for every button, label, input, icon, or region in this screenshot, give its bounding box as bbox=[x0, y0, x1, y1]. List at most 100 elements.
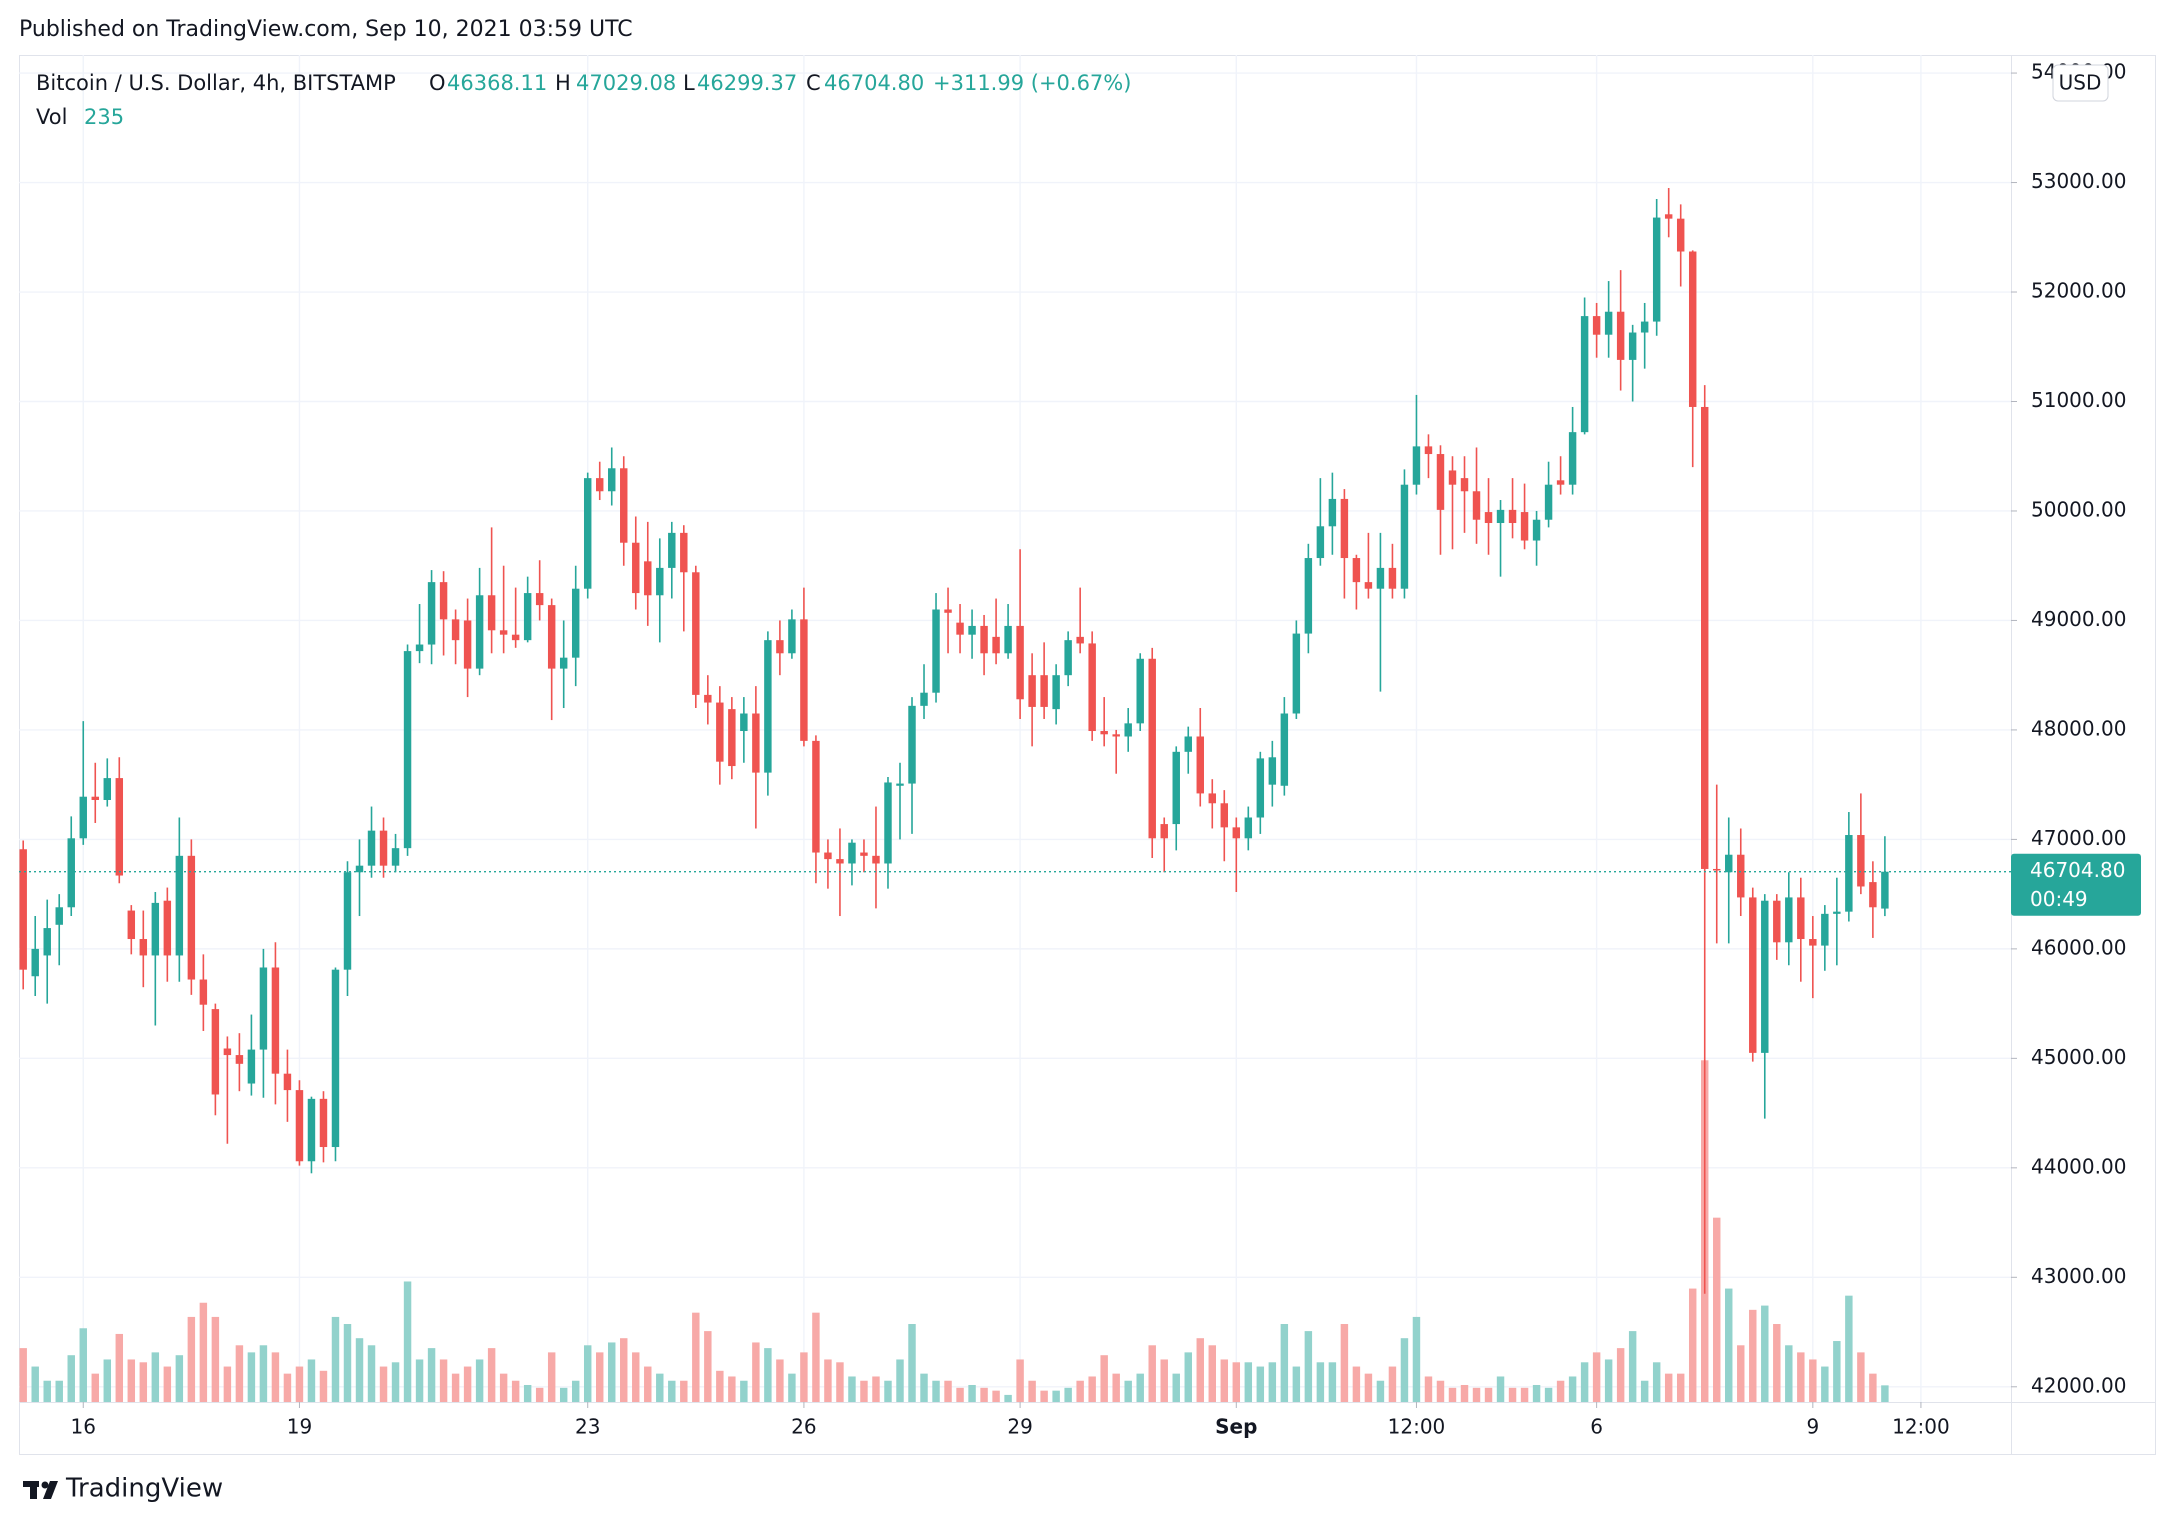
volume-bar bbox=[163, 1366, 172, 1402]
candle-body bbox=[1664, 214, 1673, 219]
volume-bar bbox=[1664, 1373, 1673, 1402]
volume-bar bbox=[1809, 1359, 1817, 1402]
volume-bar bbox=[487, 1348, 496, 1402]
x-tick-label: 19 bbox=[287, 1415, 312, 1439]
candle-body bbox=[403, 651, 412, 849]
volume-bar bbox=[523, 1384, 532, 1402]
candle-body bbox=[932, 609, 940, 693]
y-tick-label: 42000.00 bbox=[2031, 1373, 2126, 1397]
volume-bar bbox=[211, 1316, 220, 1402]
candle-body bbox=[1845, 835, 1853, 912]
candle-body bbox=[523, 593, 532, 641]
volume-bar bbox=[1568, 1376, 1577, 1402]
candle-body bbox=[1340, 498, 1349, 559]
volume-bar bbox=[1592, 1352, 1601, 1402]
x-tick-label: 12:00 bbox=[1892, 1415, 1950, 1439]
volume-bar bbox=[1676, 1373, 1685, 1402]
volume-bar bbox=[812, 1312, 820, 1402]
candle-body bbox=[1725, 854, 1733, 873]
volume-bar bbox=[1749, 1309, 1757, 1402]
published-header: Published on TradingView.com, Sep 10, 20… bbox=[19, 17, 633, 42]
volume-bar bbox=[1532, 1384, 1541, 1402]
logo-slash bbox=[43, 1481, 58, 1499]
y-tick-label: 50000.00 bbox=[2031, 497, 2126, 521]
volume-bar bbox=[43, 1380, 51, 1402]
volume-bar bbox=[1688, 1288, 1697, 1402]
candle-body bbox=[776, 640, 784, 654]
volume-bar bbox=[1773, 1324, 1781, 1402]
candle-body bbox=[415, 644, 424, 652]
candle-body bbox=[1220, 803, 1229, 828]
volume-bar bbox=[1520, 1387, 1529, 1402]
volume-bar bbox=[223, 1366, 232, 1402]
volume-bar bbox=[1376, 1380, 1385, 1402]
candle-body bbox=[1496, 509, 1505, 524]
candle-body bbox=[1136, 658, 1144, 724]
legend: Bitcoin / U.S. Dollar, 4h, BITSTAMP O 4636… bbox=[36, 71, 1131, 129]
volume-bar bbox=[1316, 1362, 1325, 1402]
candle-body bbox=[1016, 625, 1024, 700]
candle-body bbox=[1688, 251, 1697, 407]
candle-body bbox=[632, 542, 640, 594]
volume-bar bbox=[379, 1366, 388, 1402]
volume-bar bbox=[824, 1359, 832, 1402]
change-value: +311.99 (+0.67%) bbox=[933, 71, 1131, 95]
volume-bar bbox=[175, 1355, 184, 1402]
candle-body bbox=[908, 705, 916, 784]
y-tick-label: 46000.00 bbox=[2031, 935, 2126, 959]
volume-bar bbox=[740, 1380, 748, 1402]
candle-body bbox=[67, 838, 75, 908]
candle-body bbox=[1436, 454, 1445, 510]
candle-body bbox=[1280, 713, 1289, 786]
volume-bar bbox=[1628, 1331, 1637, 1402]
candle-body bbox=[1833, 911, 1841, 914]
candle-body bbox=[716, 702, 724, 762]
volume-bar bbox=[547, 1352, 556, 1402]
currency-button[interactable] bbox=[2052, 64, 2109, 102]
volume-bar bbox=[920, 1373, 928, 1402]
candle-body bbox=[127, 910, 136, 940]
volume-bar bbox=[1268, 1362, 1277, 1402]
ohlc-letter: O bbox=[429, 71, 446, 95]
volume-bar bbox=[1232, 1362, 1241, 1402]
logo-dot bbox=[41, 1481, 49, 1489]
volume-bar bbox=[91, 1373, 99, 1402]
currency-label[interactable]: USD bbox=[2059, 71, 2102, 95]
candle-body bbox=[740, 713, 748, 732]
candle-body bbox=[1052, 675, 1060, 710]
volume-bar bbox=[427, 1348, 436, 1402]
volume-bar bbox=[235, 1345, 244, 1402]
volume-bar bbox=[31, 1366, 39, 1402]
axes: 42000.00 43000.00 44000.00 45000.00 46000.00… bbox=[71, 60, 2141, 1439]
volume-bar bbox=[836, 1362, 844, 1402]
volume-bar bbox=[499, 1373, 508, 1402]
x-tick-label: 16 bbox=[71, 1415, 96, 1439]
volume-bar bbox=[1652, 1362, 1661, 1402]
volume-bar bbox=[608, 1342, 616, 1402]
candle-body bbox=[656, 567, 664, 596]
candle-body bbox=[1761, 900, 1769, 1053]
candle-body bbox=[1004, 625, 1012, 654]
volume-bar bbox=[668, 1380, 676, 1402]
y-tick-label: 43000.00 bbox=[2031, 1264, 2126, 1288]
candle-body bbox=[199, 979, 208, 1005]
candle-body bbox=[980, 625, 988, 654]
candle-body bbox=[1184, 736, 1192, 752]
volume-bar bbox=[932, 1380, 940, 1402]
candle-body bbox=[1124, 723, 1132, 737]
candle-body bbox=[511, 634, 520, 641]
candle-body bbox=[295, 1090, 304, 1162]
volume-bar bbox=[1100, 1355, 1108, 1402]
volume-bar bbox=[1761, 1305, 1769, 1402]
volume-bar bbox=[511, 1380, 520, 1402]
volume-bar bbox=[79, 1328, 87, 1402]
volume-bar bbox=[295, 1366, 304, 1402]
candle-body bbox=[1172, 751, 1180, 825]
candle-body bbox=[896, 783, 904, 786]
candle-body bbox=[1244, 817, 1253, 839]
candle-body bbox=[1713, 868, 1721, 871]
y-tick-label: 49000.00 bbox=[2031, 607, 2126, 631]
candle-body bbox=[1316, 526, 1325, 559]
candle-body bbox=[247, 1049, 256, 1084]
candle-body bbox=[728, 709, 736, 767]
